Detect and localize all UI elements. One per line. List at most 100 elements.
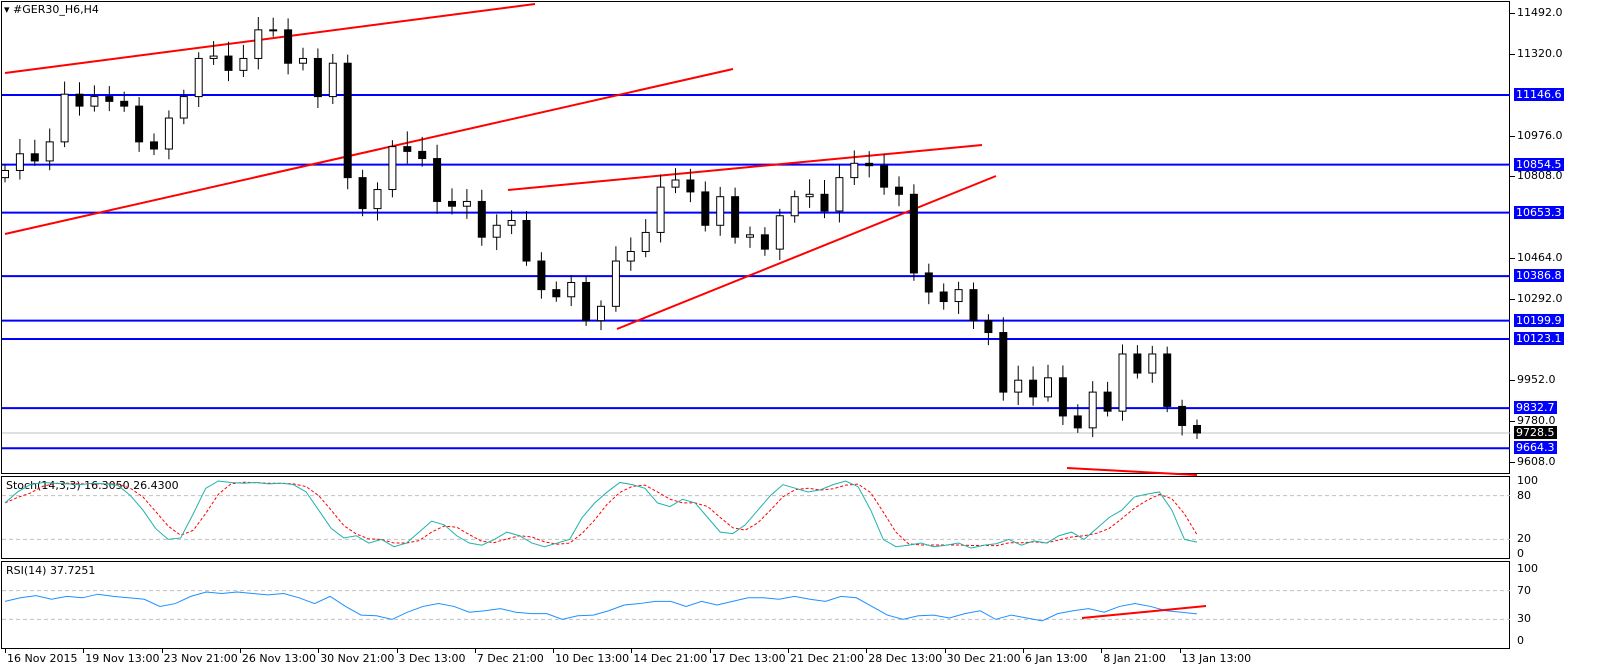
price-tick-label: 11492.0 [1517, 5, 1563, 19]
bearish-candle [1103, 391, 1112, 412]
bullish-candle [746, 234, 754, 238]
chart-title: ▾ #GER30_H6,H4 [4, 3, 99, 16]
time-label: 14 Dec 21:00 [633, 652, 708, 665]
bearish-candle [701, 191, 710, 226]
bullish-candle [209, 55, 218, 59]
rsi-label: RSI(14) 37.7251 [6, 564, 96, 577]
rsi-trend-line [1081, 605, 1207, 619]
bearish-candle [820, 193, 829, 212]
stoch-signal-line [4, 481, 1198, 547]
rsi-panel[interactable]: RSI(14) 37.7251 [1, 561, 1510, 649]
bearish-candle [284, 29, 293, 64]
bullish-candle [626, 250, 635, 262]
bullish-candle [328, 62, 337, 98]
bullish-candle [507, 220, 516, 226]
time-label: 7 Dec 21:00 [476, 652, 544, 665]
bullish-candle [1148, 353, 1157, 374]
stoch-label: Stoch(14,3,3) 16.3050 26.4300 [6, 479, 179, 492]
price-tick [1510, 53, 1515, 55]
price-tick [1510, 135, 1515, 137]
bearish-candle [75, 93, 84, 107]
time-tick [5, 649, 6, 653]
bearish-candle [969, 289, 978, 322]
time-label: 10 Dec 13:00 [555, 652, 630, 665]
price-tick-label: 10808.0 [1517, 168, 1563, 182]
bullish-candle [239, 57, 248, 71]
bearish-candle [358, 177, 367, 210]
time-label: 26 Nov 13:00 [241, 652, 317, 665]
bullish-candle [269, 29, 278, 32]
time-tick [161, 649, 163, 653]
time-label: 30 Dec 21:00 [946, 652, 1021, 665]
time-tick [1179, 649, 1181, 653]
bullish-candle [299, 57, 307, 64]
price-tick-label: 10292.0 [1517, 291, 1563, 305]
bearish-candle [1193, 424, 1201, 434]
bearish-candle [135, 105, 144, 143]
bullish-candle [254, 29, 263, 59]
bearish-candle [105, 96, 114, 102]
price-tick [1510, 257, 1515, 259]
trend-line [4, 68, 734, 235]
time-tick [1101, 649, 1103, 653]
time-tick [788, 649, 789, 653]
rsi-axis-label: 0 [1517, 634, 1524, 647]
time-tick [709, 649, 711, 653]
bullish-candle [716, 196, 725, 226]
bearish-candle [448, 200, 456, 207]
bearish-candle [1163, 353, 1172, 407]
bullish-candle [1, 169, 9, 179]
time-tick [944, 649, 946, 653]
dropdown-icon[interactable]: ▾ [4, 3, 10, 16]
bearish-candle [537, 260, 546, 291]
price-tick [1510, 175, 1515, 177]
trend-line [507, 144, 983, 191]
bearish-candle [313, 57, 322, 98]
bearish-candle [552, 289, 561, 298]
bullish-candle [164, 117, 173, 150]
bearish-candle [1178, 405, 1187, 426]
bullish-candle [1118, 353, 1127, 412]
bullish-candle [1044, 377, 1052, 398]
time-tick [1022, 649, 1024, 653]
bearish-candle [939, 291, 948, 303]
bearish-candle [582, 281, 591, 322]
time-label: 16 Nov 2015 [7, 652, 78, 665]
price-tick-label: 10976.0 [1517, 128, 1563, 142]
level-price-tag: 10653.3 [1514, 205, 1564, 219]
stoch-axis-label: 100 [1517, 474, 1538, 487]
bullish-candle [90, 96, 99, 107]
level-price-tag: 10386.8 [1514, 269, 1564, 283]
time-label: 21 Dec 21:00 [790, 652, 864, 665]
bullish-candle [954, 289, 963, 303]
level-price-tag: 9664.3 [1514, 441, 1557, 455]
time-tick [866, 649, 868, 653]
bearish-candle [984, 320, 993, 334]
bullish-candle [597, 305, 605, 322]
price-panel[interactable] [1, 1, 1510, 474]
bullish-candle [388, 146, 397, 191]
bullish-candle [373, 189, 382, 210]
rsi-axis-label: 70 [1517, 583, 1531, 597]
level-price-tag: 10199.9 [1514, 313, 1564, 327]
price-tick [1510, 12, 1515, 14]
bullish-candle [671, 179, 680, 188]
stoch-axis-label: 0 [1517, 547, 1524, 560]
time-tick [83, 649, 85, 653]
time-tick [239, 649, 241, 653]
bearish-candle [895, 186, 903, 195]
bullish-candle [567, 281, 576, 298]
rsi-line [4, 591, 1198, 622]
bearish-candle [403, 146, 412, 152]
bullish-candle [641, 231, 650, 252]
bullish-candle [850, 162, 859, 179]
bearish-candle [120, 100, 129, 107]
time-label: 19 Nov 13:00 [85, 652, 160, 665]
stochastic-panel[interactable]: Stoch(14,3,3) 16.3050 26.4300 [1, 476, 1510, 559]
rsi-axis-label: 100 [1517, 562, 1538, 575]
bullish-candle [45, 141, 54, 162]
trend-line [616, 175, 997, 330]
price-tick [1510, 298, 1515, 300]
